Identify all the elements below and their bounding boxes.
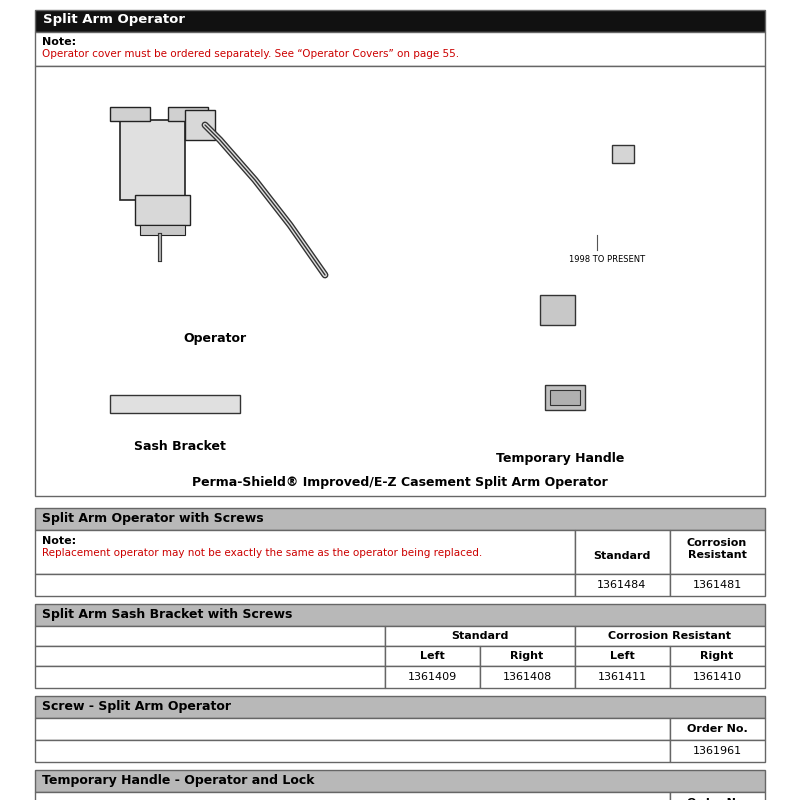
Bar: [35, 646, 385, 666]
Bar: [35, 696, 765, 718]
Text: 1361961: 1361961: [693, 746, 742, 756]
Circle shape: [613, 128, 633, 148]
Polygon shape: [552, 160, 632, 235]
Text: Split Arm Operator with Screws: Split Arm Operator with Screws: [42, 512, 264, 525]
Bar: [35, 10, 765, 32]
Bar: [35, 508, 765, 530]
Text: 1361481: 1361481: [692, 580, 742, 590]
Bar: [35, 792, 670, 800]
Text: Right: Right: [510, 651, 544, 661]
Text: Corrosion Resistant: Corrosion Resistant: [609, 631, 731, 641]
Bar: [35, 574, 575, 596]
Text: 1361409: 1361409: [407, 672, 457, 682]
Bar: [575, 666, 670, 688]
Text: Perma-Shield® Improved/E-Z Casement Split Arm Operator: Perma-Shield® Improved/E-Z Casement Spli…: [192, 476, 608, 489]
Text: Operator: Operator: [183, 332, 246, 345]
Circle shape: [266, 201, 274, 209]
Bar: [575, 574, 670, 596]
Text: Temporary Handle: Temporary Handle: [496, 452, 624, 465]
Text: Replacement operator may not be exactly the same as the operator being replaced.: Replacement operator may not be exactly …: [42, 548, 482, 558]
Bar: [612, 145, 634, 163]
Text: Operator cover must be ordered separately. See “Operator Covers” on page 55.: Operator cover must be ordered separatel…: [42, 49, 459, 59]
Bar: [140, 225, 185, 235]
Polygon shape: [480, 305, 605, 420]
Bar: [35, 66, 765, 496]
Bar: [550, 390, 580, 405]
Bar: [670, 666, 765, 688]
Text: Note:: Note:: [42, 536, 76, 546]
Bar: [670, 792, 765, 800]
Text: 1361484: 1361484: [598, 580, 646, 590]
Bar: [135, 195, 190, 225]
Bar: [385, 646, 480, 666]
Bar: [540, 295, 575, 325]
Text: 1998 TO PRESENT: 1998 TO PRESENT: [569, 255, 645, 264]
Circle shape: [318, 268, 332, 282]
Text: Right: Right: [700, 651, 734, 661]
Bar: [110, 107, 150, 121]
Circle shape: [543, 281, 571, 309]
Text: Left: Left: [420, 651, 444, 661]
Bar: [35, 666, 385, 688]
Bar: [35, 770, 765, 792]
Text: Sash Bracket: Sash Bracket: [134, 440, 226, 453]
Bar: [385, 626, 575, 646]
Bar: [35, 740, 670, 762]
Text: Order No.: Order No.: [686, 724, 747, 734]
Bar: [385, 666, 480, 688]
Bar: [670, 740, 765, 762]
Text: Split Arm Sash Bracket with Screws: Split Arm Sash Bracket with Screws: [42, 608, 292, 621]
Bar: [168, 107, 208, 121]
Text: Temporary Handle - Operator and Lock: Temporary Handle - Operator and Lock: [42, 774, 314, 787]
Bar: [480, 666, 575, 688]
Bar: [120, 120, 185, 200]
Bar: [670, 574, 765, 596]
Bar: [480, 646, 575, 666]
Text: 1361410: 1361410: [693, 672, 742, 682]
Bar: [575, 530, 670, 574]
Circle shape: [322, 272, 328, 278]
Bar: [110, 395, 240, 413]
Text: Order No.: Order No.: [686, 798, 747, 800]
Bar: [545, 385, 585, 410]
Bar: [670, 530, 765, 574]
Bar: [185, 110, 215, 140]
Bar: [35, 626, 385, 646]
Text: Corrosion
Resistant: Corrosion Resistant: [687, 538, 747, 560]
Text: Left: Left: [610, 651, 634, 661]
Bar: [670, 718, 765, 740]
Text: Standard: Standard: [594, 551, 650, 561]
Text: Note:: Note:: [42, 37, 76, 47]
Polygon shape: [120, 340, 220, 395]
Circle shape: [150, 154, 156, 160]
Bar: [35, 530, 575, 574]
Text: 1361408: 1361408: [502, 672, 552, 682]
Text: Screw - Split Arm Operator: Screw - Split Arm Operator: [42, 700, 231, 713]
Bar: [35, 32, 765, 66]
Bar: [35, 604, 765, 626]
Text: Standard: Standard: [451, 631, 509, 641]
Circle shape: [153, 258, 167, 272]
Text: Split Arm Operator: Split Arm Operator: [43, 13, 185, 26]
Bar: [670, 646, 765, 666]
Bar: [575, 646, 670, 666]
Text: 1361411: 1361411: [598, 672, 646, 682]
Bar: [35, 718, 670, 740]
Bar: [575, 626, 765, 646]
